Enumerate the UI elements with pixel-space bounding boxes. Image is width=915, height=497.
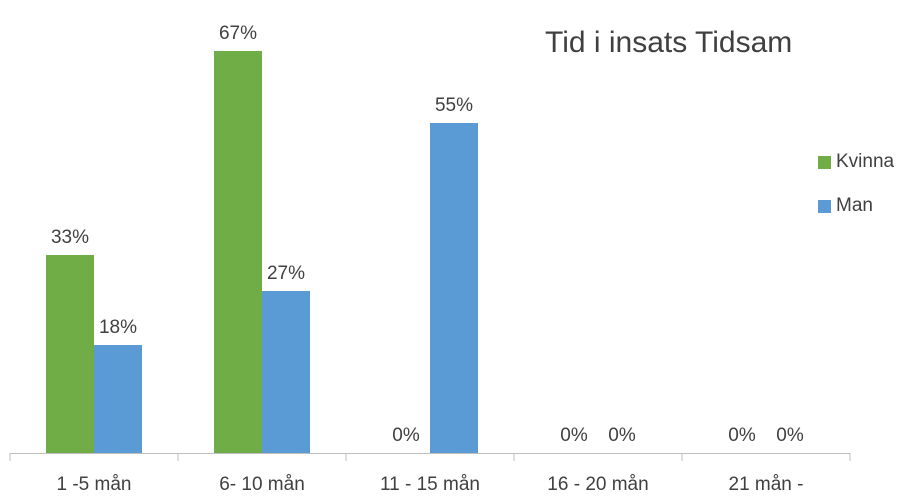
legend-label-kvinna: Kvinna: [836, 151, 895, 172]
data-label-man-cat-4: 0%: [608, 425, 636, 446]
legend-swatch-man: [818, 199, 831, 213]
data-label-kvinna-cat-5: 0%: [728, 425, 756, 446]
legend-swatch-kvinna: [818, 155, 831, 169]
bar-kvinna-cat-2: [214, 51, 262, 453]
x-tick-label-cat-1: 1 -5 mån: [57, 474, 132, 495]
chart-title: Tid i insats Tidsam: [545, 26, 793, 59]
data-label-man-cat-5: 0%: [776, 425, 804, 446]
bar-man-cat-2: [262, 291, 310, 453]
bar-kvinna-cat-1: [46, 255, 94, 453]
bar-man-cat-1: [94, 345, 142, 453]
x-tick-label-cat-4: 16 - 20 mån: [547, 474, 648, 495]
data-label-kvinna-cat-2: 67%: [219, 23, 257, 44]
legend-item-kvinna: Kvinna: [818, 150, 894, 174]
bar-man-cat-3: [430, 123, 478, 453]
data-label-man-cat-2: 27%: [267, 263, 305, 284]
legend-label-man: Man: [836, 195, 873, 216]
x-tick-label-cat-3: 11 - 15 mån: [380, 474, 480, 495]
legend: Kvinna Man: [818, 150, 894, 238]
data-label-kvinna-cat-4: 0%: [560, 425, 588, 446]
data-label-kvinna-cat-1: 33%: [51, 227, 89, 248]
x-tick-label-cat-5: 21 mån -: [729, 474, 804, 495]
data-label-man-cat-1: 18%: [99, 317, 137, 338]
legend-item-man: Man: [818, 194, 894, 218]
x-tick-label-cat-2: 6- 10 mån: [219, 474, 305, 495]
data-label-man-cat-3: 55%: [435, 95, 473, 116]
data-label-kvinna-cat-3: 0%: [392, 425, 420, 446]
